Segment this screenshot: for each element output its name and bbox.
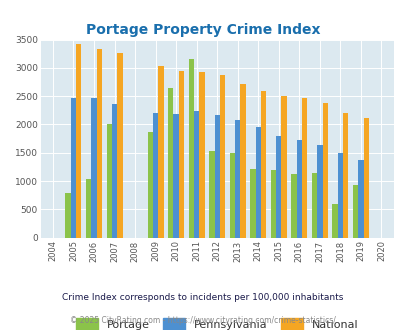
Bar bbox=[65, 193, 70, 238]
Bar bbox=[220, 75, 225, 238]
Bar bbox=[70, 98, 76, 238]
Bar bbox=[316, 145, 322, 238]
Bar bbox=[352, 185, 357, 238]
Text: Crime Index corresponds to incidents per 100,000 inhabitants: Crime Index corresponds to incidents per… bbox=[62, 292, 343, 302]
Text: © 2025 CityRating.com - https://www.cityrating.com/crime-statistics/: © 2025 CityRating.com - https://www.city… bbox=[70, 315, 335, 325]
Bar bbox=[173, 114, 178, 238]
Bar bbox=[357, 159, 363, 238]
Bar bbox=[168, 88, 173, 238]
Bar bbox=[342, 113, 347, 238]
Bar bbox=[117, 53, 122, 238]
Legend: Portage, Pennsylvania, National: Portage, Pennsylvania, National bbox=[75, 318, 358, 330]
Bar bbox=[260, 90, 266, 238]
Bar bbox=[178, 71, 184, 238]
Bar bbox=[234, 120, 240, 238]
Bar bbox=[275, 136, 281, 238]
Bar bbox=[332, 204, 337, 238]
Bar bbox=[158, 66, 163, 238]
Bar bbox=[249, 169, 255, 238]
Bar bbox=[270, 170, 275, 238]
Bar bbox=[291, 174, 296, 238]
Bar bbox=[240, 84, 245, 238]
Bar bbox=[86, 179, 91, 238]
Bar bbox=[214, 115, 220, 238]
Bar bbox=[153, 113, 158, 238]
Bar bbox=[209, 151, 214, 238]
Bar bbox=[363, 118, 368, 238]
Bar bbox=[112, 104, 117, 238]
Bar bbox=[96, 49, 102, 238]
Bar bbox=[91, 98, 96, 238]
Bar bbox=[188, 59, 194, 238]
Bar bbox=[301, 98, 307, 238]
Bar bbox=[337, 153, 342, 238]
Bar bbox=[296, 140, 301, 238]
Bar bbox=[199, 72, 204, 238]
Bar bbox=[194, 112, 199, 238]
Text: Portage Property Crime Index: Portage Property Crime Index bbox=[85, 23, 320, 37]
Bar bbox=[147, 132, 153, 238]
Bar bbox=[322, 103, 327, 238]
Bar bbox=[255, 127, 260, 238]
Bar bbox=[76, 44, 81, 238]
Bar bbox=[229, 153, 234, 238]
Bar bbox=[106, 124, 112, 238]
Bar bbox=[311, 173, 316, 238]
Bar bbox=[281, 96, 286, 238]
